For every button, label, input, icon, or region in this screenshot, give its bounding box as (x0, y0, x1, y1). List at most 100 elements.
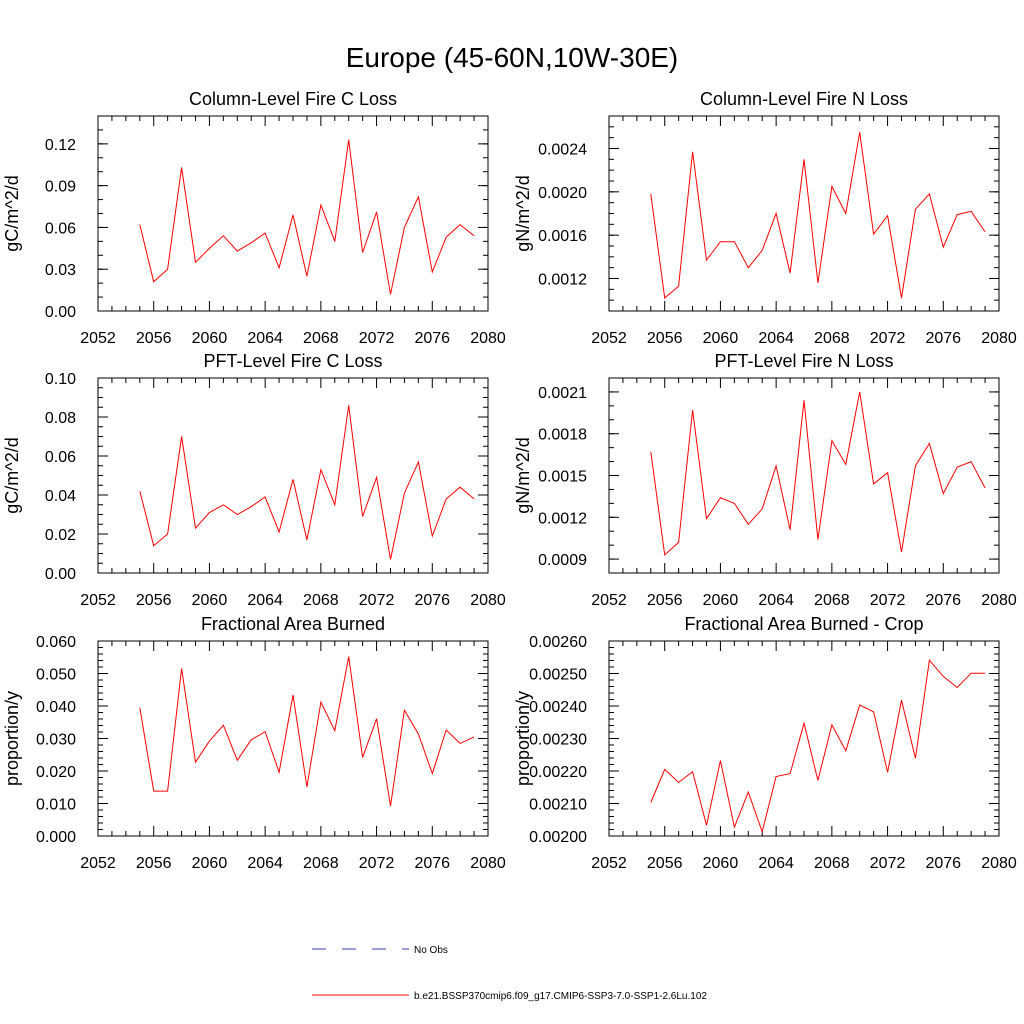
chart-2-xtick-label: 2068 (814, 330, 850, 347)
legend-model-label: b.e21.BSSP370cmip6.f09_g17.CMIP6-SSP3-7.… (414, 991, 707, 1002)
chart-4-xtick-label: 2052 (591, 592, 627, 609)
chart-5-ylabel: proportion/y (2, 691, 22, 786)
chart-3-ytick-label: 0.04 (45, 488, 76, 505)
chart-5-xtick-label: 2080 (470, 855, 506, 872)
chart-3-xtick-label: 2064 (247, 592, 283, 609)
chart-4-xtick-label: 2080 (981, 592, 1017, 609)
chart-3-xtick-label: 2076 (414, 592, 450, 609)
chart-2: Column-Level Fire N Loss gN/m^2/d 2052 2056… (513, 89, 1017, 347)
chart-6-xtick-label: 2076 (925, 855, 961, 872)
chart-5-xtick-label: 2056 (136, 855, 172, 872)
chart-2-series-line (650, 132, 986, 299)
chart-1-xtick-label: 2060 (192, 330, 228, 347)
chart-4-ytick-label: 0.0015 (538, 469, 587, 486)
chart-6-ytick-label: 0.00220 (529, 764, 587, 781)
chart-6-xtick-label: 2064 (758, 855, 794, 872)
chart-3-xtick-label: 2068 (303, 592, 339, 609)
chart-2-xtick-label: 2080 (981, 330, 1017, 347)
chart-2-title: Column-Level Fire N Loss (700, 89, 908, 109)
chart-5-ytick-label: 0.030 (36, 732, 76, 749)
chart-5-xtick-label: 2052 (80, 855, 116, 872)
chart-2-xtick-label: 2056 (647, 330, 683, 347)
chart-4-xtick-label: 2056 (647, 592, 683, 609)
chart-4-ylabel: gN/m^2/d (513, 437, 533, 513)
chart-5-xtick-label: 2068 (303, 855, 339, 872)
chart-6-xtick-label: 2068 (814, 855, 850, 872)
chart-6: Fractional Area Burned - Crop proportion/… (513, 614, 1017, 872)
chart-5-ytick-label: 0.050 (36, 667, 76, 684)
chart-5-xtick-label: 2064 (247, 855, 283, 872)
chart-6-title: Fractional Area Burned - Crop (684, 614, 923, 634)
legend-obs-label: No Obs (414, 945, 448, 956)
chart-1-title: Column-Level Fire C Loss (189, 89, 397, 109)
chart-4-xtick-label: 2072 (870, 592, 906, 609)
chart-2-xtick-label: 2060 (703, 330, 739, 347)
chart-4-xtick-label: 2060 (703, 592, 739, 609)
chart-3-ytick-label: 0.10 (45, 371, 76, 388)
chart-3-xtick-label: 2060 (192, 592, 228, 609)
chart-panels: Column-Level Fire C Loss gC/m^2/d 2052 2056… (2, 89, 1017, 872)
chart-4-ytick-label: 0.0018 (538, 427, 587, 444)
chart-1-ylabel: gC/m^2/d (2, 175, 22, 251)
chart-5-title: Fractional Area Burned (201, 614, 385, 634)
chart-5-xtick-label: 2060 (192, 855, 228, 872)
chart-1-ytick-label: 0.00 (45, 304, 76, 321)
chart-2-xtick-label: 2052 (591, 330, 627, 347)
chart-4-ytick-label: 0.0021 (538, 385, 587, 402)
legend: No Obs b.e21.BSSP370cmip6.f09_g17.CMIP6-… (312, 945, 707, 1002)
chart-1: Column-Level Fire C Loss gC/m^2/d 2052 2056… (2, 89, 506, 347)
chart-5-xtick-label: 2076 (414, 855, 450, 872)
chart-1-frame (97, 115, 489, 312)
chart-1-ytick-label: 0.09 (45, 179, 76, 196)
chart-4: PFT-Level Fire N Loss gN/m^2/d 2052 2056 206… (513, 351, 1017, 609)
chart-1-xtick-label: 2072 (359, 330, 395, 347)
chart-4-xtick-label: 2064 (758, 592, 794, 609)
chart-3-title: PFT-Level Fire C Loss (203, 351, 382, 371)
chart-3-ylabel: gC/m^2/d (2, 437, 22, 513)
chart-2-xtick-label: 2076 (925, 330, 961, 347)
chart-6-xtick-label: 2052 (591, 855, 627, 872)
chart-6-ylabel: proportion/y (513, 691, 533, 786)
chart-3-xtick-label: 2056 (136, 592, 172, 609)
chart-2-xtick-label: 2064 (758, 330, 794, 347)
chart-3-series-line (139, 405, 475, 560)
chart-1-xtick-label: 2052 (80, 330, 116, 347)
chart-1-xtick-label: 2080 (470, 330, 506, 347)
chart-5-ytick-label: 0.020 (36, 764, 76, 781)
chart-6-ytick-label: 0.00230 (529, 732, 587, 749)
chart-6-series-line (650, 659, 986, 834)
chart-3-ytick-label: 0.00 (45, 566, 76, 583)
chart-4-ytick-label: 0.0012 (538, 510, 587, 527)
chart-5-frame (97, 640, 489, 837)
chart-2-ytick-label: 0.0024 (538, 142, 587, 159)
chart-1-ytick-label: 0.03 (45, 262, 76, 279)
chart-3-xtick-label: 2072 (359, 592, 395, 609)
chart-5-ytick-label: 0.010 (36, 797, 76, 814)
chart-5: Fractional Area Burned proportion/y 2052 20… (2, 614, 506, 872)
chart-5-ytick-label: 0.040 (36, 699, 76, 716)
chart-1-ytick-label: 0.06 (45, 220, 76, 237)
chart-6-ytick-label: 0.00210 (529, 797, 587, 814)
chart-1-xtick-label: 2076 (414, 330, 450, 347)
chart-1-xtick-label: 2056 (136, 330, 172, 347)
chart-4-xtick-label: 2076 (925, 592, 961, 609)
chart-5-xtick-label: 2072 (359, 855, 395, 872)
chart-2-ytick-label: 0.0020 (538, 185, 587, 202)
chart-6-ytick-label: 0.00240 (529, 699, 587, 716)
chart-1-xtick-label: 2064 (247, 330, 283, 347)
chart-6-frame (608, 640, 1000, 837)
chart-4-title: PFT-Level Fire N Loss (714, 351, 893, 371)
chart-3-ytick-label: 0.08 (45, 410, 76, 427)
figure-title: Europe (45-60N,10W-30E) (346, 42, 679, 73)
chart-4-series-line (650, 391, 986, 556)
chart-6-xtick-label: 2060 (703, 855, 739, 872)
chart-5-ytick-label: 0.060 (36, 634, 76, 651)
chart-5-series-line (139, 656, 475, 807)
chart-2-ytick-label: 0.0012 (538, 272, 587, 289)
chart-6-ytick-label: 0.00260 (529, 634, 587, 651)
chart-3-xtick-label: 2080 (470, 592, 506, 609)
chart-2-frame (608, 115, 1000, 312)
chart-1-xtick-label: 2068 (303, 330, 339, 347)
chart-3-xtick-label: 2052 (80, 592, 116, 609)
